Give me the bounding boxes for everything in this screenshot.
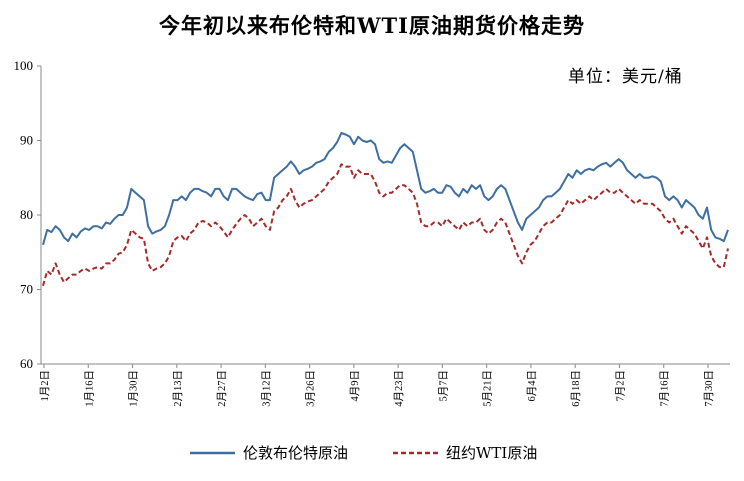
y-tick-label: 100: [14, 58, 34, 73]
x-tick-label: 1月30日: [128, 370, 140, 407]
x-tick-label: 5月7日: [437, 370, 449, 402]
unit-label: 单位：美元/桶: [568, 67, 683, 87]
axes: 60 70 80 90 100 1月2日 1月16日 1月30日 2月13日 2月27日 3月12日…: [14, 58, 730, 407]
y-tick-label: 80: [20, 207, 33, 222]
x-tick-label: 4月9日: [349, 370, 361, 402]
legend-label: 纽约WTI原油: [446, 444, 537, 462]
x-tick-label: 1月16日: [83, 370, 95, 407]
x-tick-label: 3月12日: [260, 370, 272, 407]
x-tick-label: 4月23日: [393, 370, 405, 407]
y-tick-label: 90: [20, 133, 33, 148]
x-tick-label: 6月4日: [526, 370, 538, 402]
y-tick-label: 70: [20, 282, 33, 297]
x-tick-label: 7月2日: [614, 370, 626, 402]
y-tick-label: 60: [20, 356, 33, 371]
x-tick-label: 2月13日: [172, 370, 184, 407]
chart-title: 今年初以来布伦特和WTI原油期货价格走势: [158, 13, 586, 38]
legend-label: 伦敦布伦特原油: [243, 444, 348, 462]
legend: 伦敦布伦特原油 纽约WTI原油: [190, 444, 537, 462]
series-line-wti: [42, 163, 729, 287]
series-lines: [42, 132, 729, 287]
x-tick-label: 6月18日: [570, 370, 582, 407]
series-line-brent: [42, 132, 729, 246]
x-tick-label: 5月21日: [482, 370, 494, 407]
x-tick-label: 3月26日: [305, 370, 317, 407]
x-tick-label: 1月2日: [39, 370, 51, 402]
x-tick-label: 7月30日: [703, 370, 715, 407]
x-tick-label: 7月16日: [659, 370, 671, 407]
x-tick-label: 2月27日: [216, 370, 228, 407]
